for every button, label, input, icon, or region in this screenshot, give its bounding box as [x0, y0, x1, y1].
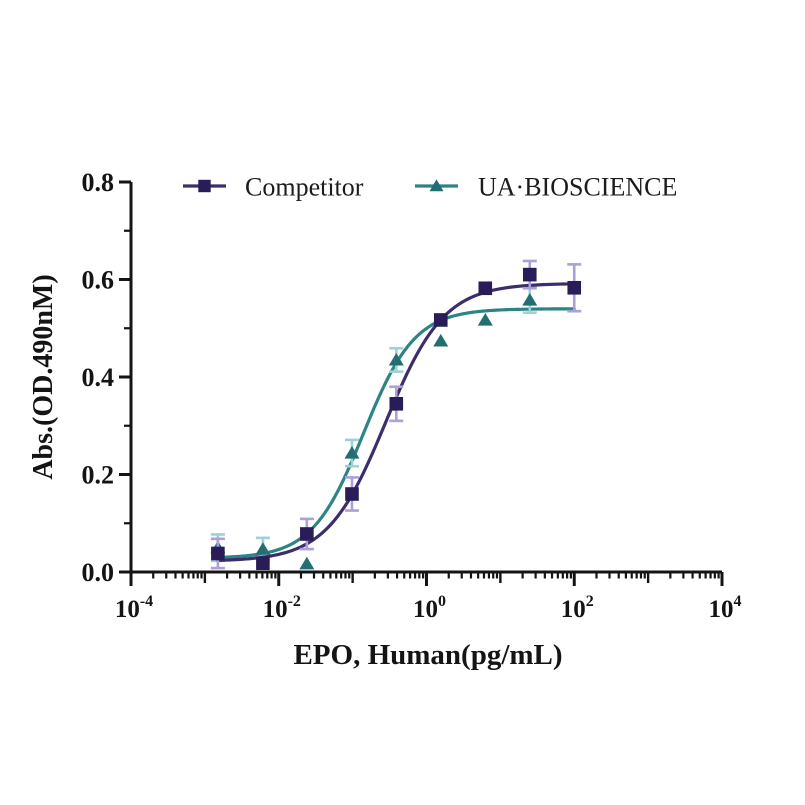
- legend-item-ua-bioscience: UA·BIOSCIENCE: [415, 173, 677, 202]
- competitor-data-point: [256, 556, 270, 571]
- axes: 10-4 10-2 100 102 104 0.0 0.2 0.4 0.6 0.8: [82, 168, 742, 623]
- x-tick-label: 102: [561, 593, 594, 623]
- legend-item-competitor: Competitor: [183, 173, 364, 202]
- y-tick-label: 0.0: [82, 558, 115, 587]
- competitor-data-point: [345, 487, 359, 501]
- y-tick-label: 0.2: [82, 461, 115, 490]
- competitor-data-point: [478, 281, 493, 296]
- legend: Competitor UA·BIOSCIENCE: [183, 173, 677, 202]
- competitor-data-point: [300, 527, 314, 541]
- competitor-data-point: [567, 280, 582, 295]
- legend-label-competitor: Competitor: [245, 173, 364, 202]
- ua-bioscience-data-point: [388, 352, 404, 366]
- competitor-data-point: [433, 313, 448, 327]
- y-axis-title: Abs.(OD.490nM): [28, 274, 59, 479]
- ua-bioscience-data-point: [433, 333, 449, 347]
- ua-bioscience-data-point: [299, 556, 315, 570]
- competitor-data-point: [389, 397, 404, 411]
- x-tick-label: 10-2: [263, 593, 301, 623]
- y-tick-label: 0.6: [82, 266, 115, 295]
- x-tick-label: 100: [413, 593, 446, 623]
- ua-bioscience-fit-curve: [216, 307, 576, 560]
- legend-triangle-marker-icon: [429, 179, 444, 192]
- competitor-data-point: [522, 267, 537, 282]
- x-axis-title: EPO, Human(pg/mL): [293, 639, 562, 671]
- ua-bioscience-data-point: [477, 312, 493, 326]
- legend-square-marker-icon: [198, 179, 211, 193]
- y-tick-label: 0.8: [82, 168, 115, 197]
- ua-bioscience-data-point: [255, 542, 271, 555]
- x-tick-label: 10-4: [115, 593, 153, 623]
- competitor-data-point: [211, 546, 225, 561]
- y-tick-label: 0.4: [82, 363, 115, 392]
- plot-data: [210, 259, 582, 571]
- ua-bioscience-data-point: [522, 292, 538, 306]
- ua-bioscience-data-point: [344, 446, 360, 459]
- legend-label-ua-bioscience: UA·BIOSCIENCE: [478, 173, 677, 202]
- x-tick-label: 104: [709, 593, 742, 623]
